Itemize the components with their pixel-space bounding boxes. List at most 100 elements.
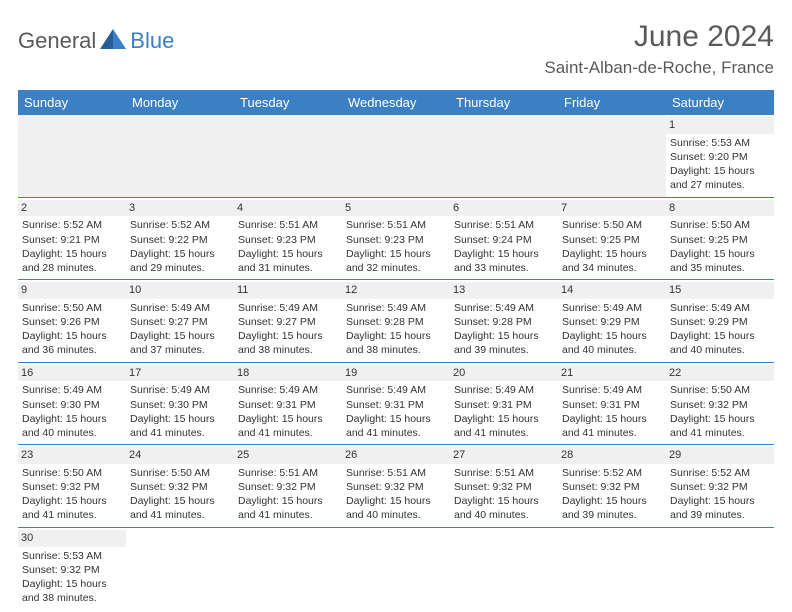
day-header: Thursday — [450, 90, 558, 115]
cell-line: Daylight: 15 hours — [130, 494, 230, 508]
cell-line: Daylight: 15 hours — [238, 494, 338, 508]
cell-line: Daylight: 15 hours — [238, 247, 338, 261]
cell-line: Sunrise: 5:50 AM — [22, 301, 122, 315]
cell-line: Daylight: 15 hours — [22, 247, 122, 261]
cell-line: Sunrise: 5:51 AM — [238, 466, 338, 480]
cell-line: Daylight: 15 hours — [130, 329, 230, 343]
day-number: 6 — [450, 200, 558, 217]
day-header: Monday — [126, 90, 234, 115]
day-number: 26 — [342, 447, 450, 464]
day-number: 29 — [666, 447, 774, 464]
day-number: 21 — [558, 365, 666, 382]
cell-line: Sunrise: 5:52 AM — [22, 218, 122, 232]
day-number: 10 — [126, 282, 234, 299]
cell-line: Sunset: 9:25 PM — [562, 233, 662, 247]
calendar-cell: 11Sunrise: 5:49 AMSunset: 9:27 PMDayligh… — [234, 280, 342, 363]
cell-line: Sunset: 9:32 PM — [346, 480, 446, 494]
cell-line: Daylight: 15 hours — [238, 329, 338, 343]
calendar-cell — [234, 115, 342, 197]
cell-line: Sunset: 9:21 PM — [22, 233, 122, 247]
calendar-cell: 19Sunrise: 5:49 AMSunset: 9:31 PMDayligh… — [342, 362, 450, 445]
day-header: Wednesday — [342, 90, 450, 115]
cell-line: Sunset: 9:30 PM — [22, 398, 122, 412]
cell-line: Daylight: 15 hours — [346, 412, 446, 426]
cell-line: Daylight: 15 hours — [22, 577, 122, 591]
cell-line: and 41 minutes. — [238, 508, 338, 522]
day-number: 19 — [342, 365, 450, 382]
cell-line: Sunset: 9:27 PM — [238, 315, 338, 329]
cell-line: and 39 minutes. — [454, 343, 554, 357]
day-number: 1 — [666, 117, 774, 134]
cell-line: Daylight: 15 hours — [346, 494, 446, 508]
cell-line: Sunrise: 5:49 AM — [670, 301, 770, 315]
cell-line: Sunset: 9:23 PM — [346, 233, 446, 247]
cell-line: Daylight: 15 hours — [22, 412, 122, 426]
calendar-cell: 5Sunrise: 5:51 AMSunset: 9:23 PMDaylight… — [342, 197, 450, 280]
cell-line: Sunrise: 5:49 AM — [562, 301, 662, 315]
cell-line: and 41 minutes. — [670, 426, 770, 440]
calendar-cell — [126, 115, 234, 197]
calendar-cell — [234, 527, 342, 609]
brand-logo: General Blue — [18, 28, 174, 54]
calendar-cell — [450, 527, 558, 609]
calendar-cell: 4Sunrise: 5:51 AMSunset: 9:23 PMDaylight… — [234, 197, 342, 280]
calendar-cell: 1Sunrise: 5:53 AMSunset: 9:20 PMDaylight… — [666, 115, 774, 197]
cell-line: Sunrise: 5:51 AM — [346, 218, 446, 232]
cell-line: Daylight: 15 hours — [22, 494, 122, 508]
cell-line: and 41 minutes. — [130, 426, 230, 440]
cell-line: Sunset: 9:29 PM — [562, 315, 662, 329]
cell-line: Sunrise: 5:49 AM — [130, 383, 230, 397]
cell-line: Daylight: 15 hours — [454, 412, 554, 426]
day-number: 11 — [234, 282, 342, 299]
day-number: 12 — [342, 282, 450, 299]
calendar-cell: 29Sunrise: 5:52 AMSunset: 9:32 PMDayligh… — [666, 445, 774, 528]
cell-line: Sunset: 9:31 PM — [454, 398, 554, 412]
cell-line: and 40 minutes. — [22, 426, 122, 440]
cell-line: Daylight: 15 hours — [454, 329, 554, 343]
cell-line: and 41 minutes. — [346, 426, 446, 440]
cell-line: Sunset: 9:32 PM — [670, 398, 770, 412]
cell-line: Daylight: 15 hours — [670, 412, 770, 426]
cell-line: Sunset: 9:30 PM — [130, 398, 230, 412]
cell-line: Daylight: 15 hours — [562, 247, 662, 261]
cell-line: Daylight: 15 hours — [22, 329, 122, 343]
location: Saint-Alban-de-Roche, France — [544, 58, 774, 78]
cell-line: Daylight: 15 hours — [562, 412, 662, 426]
cell-line: Sunset: 9:26 PM — [22, 315, 122, 329]
cell-line: and 41 minutes. — [454, 426, 554, 440]
cell-line: Sunset: 9:25 PM — [670, 233, 770, 247]
day-number: 20 — [450, 365, 558, 382]
cell-line: Sunset: 9:27 PM — [130, 315, 230, 329]
day-number: 22 — [666, 365, 774, 382]
cell-line: Sunrise: 5:50 AM — [670, 218, 770, 232]
cell-line: Sunset: 9:22 PM — [130, 233, 230, 247]
brand-part1: General — [18, 28, 96, 54]
cell-line: Sunrise: 5:49 AM — [22, 383, 122, 397]
cell-line: and 41 minutes. — [562, 426, 662, 440]
calendar-cell: 21Sunrise: 5:49 AMSunset: 9:31 PMDayligh… — [558, 362, 666, 445]
month-title: June 2024 — [544, 20, 774, 54]
title-block: June 2024 Saint-Alban-de-Roche, France — [544, 20, 774, 78]
cell-line: Sunrise: 5:50 AM — [130, 466, 230, 480]
calendar-cell — [342, 115, 450, 197]
cell-line: and 39 minutes. — [562, 508, 662, 522]
calendar-cell: 2Sunrise: 5:52 AMSunset: 9:21 PMDaylight… — [18, 197, 126, 280]
day-number: 13 — [450, 282, 558, 299]
header: General Blue June 2024 Saint-Alban-de-Ro… — [18, 20, 774, 78]
cell-line: Sunrise: 5:49 AM — [562, 383, 662, 397]
cell-line: Sunset: 9:24 PM — [454, 233, 554, 247]
cell-line: Sunrise: 5:49 AM — [346, 301, 446, 315]
calendar-cell: 26Sunrise: 5:51 AMSunset: 9:32 PMDayligh… — [342, 445, 450, 528]
cell-line: and 39 minutes. — [670, 508, 770, 522]
cell-line: and 34 minutes. — [562, 261, 662, 275]
cell-line: Sunrise: 5:52 AM — [670, 466, 770, 480]
day-header: Friday — [558, 90, 666, 115]
calendar-cell: 14Sunrise: 5:49 AMSunset: 9:29 PMDayligh… — [558, 280, 666, 363]
cell-line: and 41 minutes. — [130, 508, 230, 522]
day-number: 8 — [666, 200, 774, 217]
calendar-cell: 10Sunrise: 5:49 AMSunset: 9:27 PMDayligh… — [126, 280, 234, 363]
calendar-cell: 23Sunrise: 5:50 AMSunset: 9:32 PMDayligh… — [18, 445, 126, 528]
day-number: 4 — [234, 200, 342, 217]
cell-line: Sunset: 9:32 PM — [22, 563, 122, 577]
calendar-cell: 16Sunrise: 5:49 AMSunset: 9:30 PMDayligh… — [18, 362, 126, 445]
